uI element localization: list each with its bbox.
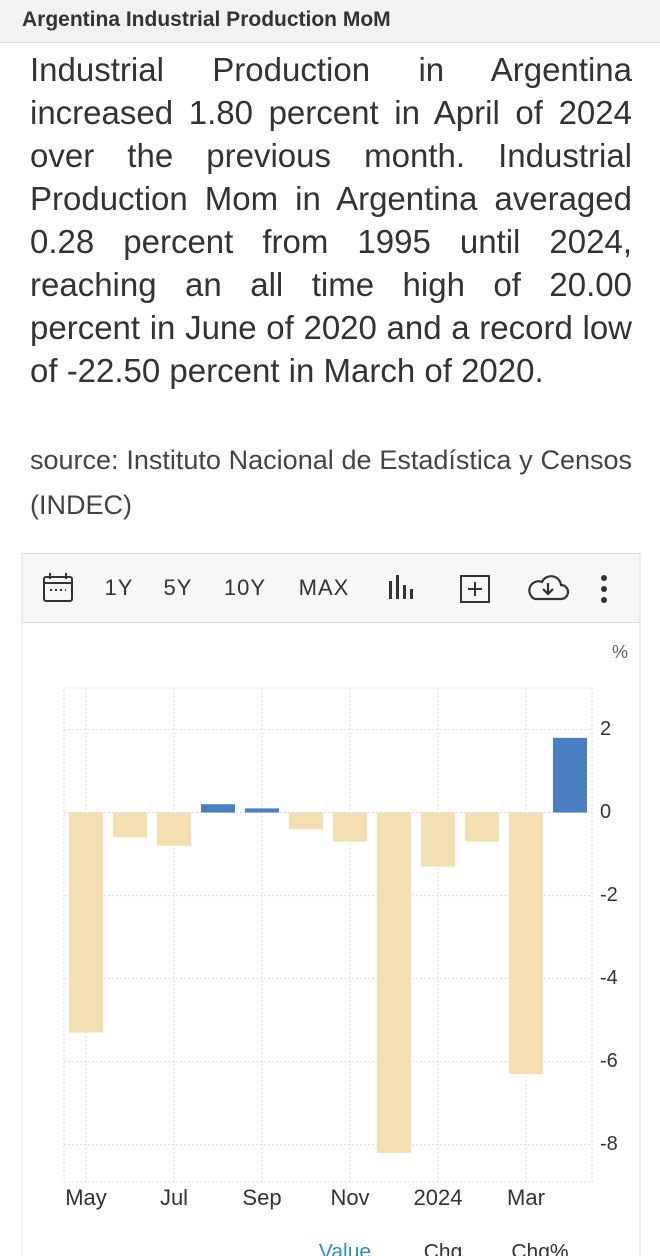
calendar-icon[interactable]	[43, 573, 73, 602]
x-tick-label: Jul	[160, 1185, 188, 1210]
plot-border	[63, 687, 593, 1183]
header: Argentina Industrial Production MoM	[0, 0, 660, 43]
tab[interactable]: Chg%	[511, 1241, 568, 1256]
y-tick-label: -4	[600, 967, 618, 989]
download-icon[interactable]	[528, 575, 570, 601]
y-tick-label: 0	[600, 801, 611, 823]
bar	[113, 812, 147, 838]
x-tick-label: Nov	[330, 1185, 369, 1210]
x-tick-label: Mar	[507, 1185, 545, 1210]
bar	[245, 808, 279, 813]
unit-label: %	[612, 642, 628, 662]
summary: Industrial Production in Argentina incre…	[30, 51, 632, 389]
bar	[509, 812, 543, 1075]
bar-chart-icon[interactable]	[389, 575, 413, 599]
range-button[interactable]: 5Y	[164, 575, 193, 600]
bar	[289, 812, 323, 830]
add-icon[interactable]	[460, 575, 490, 603]
x-tick-label: May	[65, 1185, 107, 1210]
header-title: Argentina Industrial Production MoM	[22, 8, 391, 31]
y-tick-label: 2	[600, 718, 611, 740]
range-button[interactable]: MAX	[299, 575, 350, 600]
tab[interactable]: Value	[319, 1241, 371, 1256]
x-tick-label: 2024	[414, 1185, 463, 1210]
more-icon[interactable]	[601, 575, 607, 603]
bar	[157, 812, 191, 846]
toolbar	[21, 553, 641, 623]
bar	[421, 812, 455, 867]
tab[interactable]: Chg	[424, 1241, 463, 1256]
bar	[333, 812, 367, 842]
card-border	[21, 553, 641, 1256]
chart-card: % 1Y 5Y 10Y MAX -8 -6 -4 -2 0 2 May Jul Sep Nov 2024 Ma…	[21, 553, 641, 1256]
bar	[69, 812, 103, 1033]
bar	[201, 804, 235, 813]
bar	[377, 812, 411, 1153]
range-button[interactable]: 10Y	[224, 575, 266, 600]
y-tick-label: -8	[600, 1133, 618, 1155]
range-button[interactable]: 1Y	[105, 575, 134, 600]
bar	[553, 737, 587, 813]
y-tick-label: -2	[600, 884, 618, 906]
y-tick-label: -6	[600, 1050, 618, 1072]
x-tick-label: Sep	[242, 1185, 281, 1210]
bar	[465, 812, 499, 842]
source: source: Instituto Nacional de Estadístic…	[30, 445, 632, 520]
